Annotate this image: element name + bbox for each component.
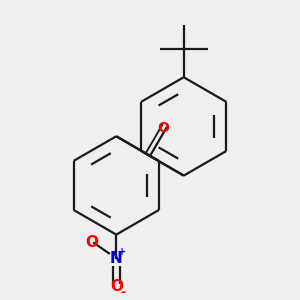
Text: +: + <box>118 247 127 257</box>
Text: O: O <box>110 279 123 294</box>
Text: O: O <box>157 121 169 135</box>
Text: N: N <box>110 251 123 266</box>
Text: O: O <box>85 235 98 250</box>
Text: -: - <box>120 286 125 299</box>
